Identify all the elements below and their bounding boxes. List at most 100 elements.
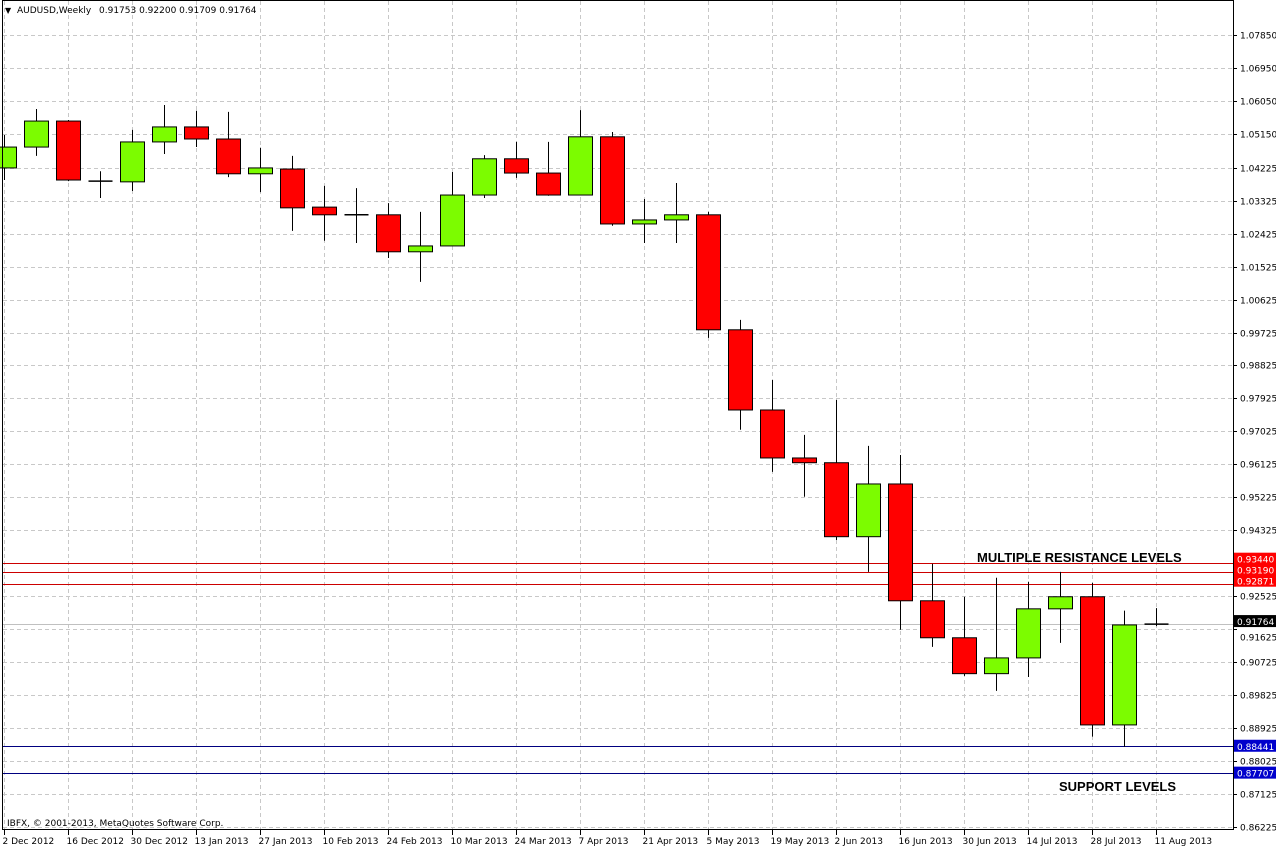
support-annotation: SUPPORT LEVELS <box>1059 779 1176 794</box>
copyright: IBFX, © 2001-2013, MetaQuotes Software C… <box>7 819 223 829</box>
x-tick-label: 10 Feb 2013 <box>323 837 379 847</box>
candle <box>824 399 849 540</box>
candle <box>1048 571 1073 643</box>
candle <box>152 104 177 155</box>
candle <box>536 141 561 196</box>
candle-body <box>920 600 945 639</box>
y-tick-label: 0.97925 <box>1240 395 1276 405</box>
x-tick-label: 7 Apr 2013 <box>579 837 629 847</box>
y-tick-label: 1.07850 <box>1240 32 1276 42</box>
candle-body <box>184 126 209 140</box>
y-tick-label: 0.89825 <box>1240 692 1276 702</box>
candle <box>440 171 465 247</box>
candle <box>184 110 209 148</box>
x-tick-label: 30 Jun 2013 <box>963 837 1017 847</box>
resistance-label-bg <box>1234 552 1276 565</box>
candle-body <box>664 214 689 221</box>
candle <box>408 211 433 282</box>
x-tick-label: 21 Apr 2013 <box>643 837 699 847</box>
chart-header-ohlc: 0.91753 0.92200 0.91709 0.91764 <box>99 6 257 16</box>
candle-body <box>0 146 17 169</box>
candle-body <box>792 457 817 464</box>
candle <box>568 110 593 196</box>
y-tick-label: 0.98825 <box>1240 362 1276 372</box>
candle <box>1080 582 1105 737</box>
y-tick-label: 1.02425 <box>1240 231 1276 241</box>
candle <box>696 211 721 338</box>
candle <box>248 147 273 193</box>
candle <box>88 171 113 198</box>
candles <box>0 104 1169 747</box>
x-tick-label: 16 Jun 2013 <box>899 837 953 847</box>
y-tick-label: 0.86225 <box>1240 824 1276 834</box>
y-tick-label: 0.91625 <box>1240 634 1276 644</box>
y-tick-label: 1.06050 <box>1240 98 1276 108</box>
candle-body <box>728 329 753 411</box>
x-tick-label: 19 May 2013 <box>771 837 830 847</box>
resistance-label: 0.93440 <box>1237 556 1274 566</box>
y-tick-label: 1.06950 <box>1240 65 1276 75</box>
candle-body <box>408 245 433 253</box>
candle <box>56 119 81 182</box>
candle-body <box>1048 596 1073 610</box>
candle <box>664 182 689 244</box>
candle-body <box>216 138 241 175</box>
candle-body <box>1016 608 1041 659</box>
x-tick-label: 27 Jan 2013 <box>259 837 313 847</box>
candle-body <box>152 126 177 143</box>
candle-body <box>376 214 401 253</box>
candle-body <box>472 158 497 196</box>
candle-body <box>280 168 305 209</box>
candle-body <box>120 141 145 183</box>
x-tick-label: 30 Dec 2012 <box>131 837 189 847</box>
support-label: 0.87707 <box>1237 770 1274 780</box>
candle-body <box>1112 624 1137 726</box>
resistance-annotation: MULTIPLE RESISTANCE LEVELS <box>977 550 1182 565</box>
y-tick-label: 0.94325 <box>1240 527 1276 537</box>
candle-body <box>824 462 849 538</box>
candle <box>1112 610 1137 747</box>
candle-body <box>856 483 881 538</box>
current-price-label: 0.91764 <box>1237 618 1274 628</box>
y-tick-label: 0.92525 <box>1240 593 1276 603</box>
chart-arrow-icon[interactable]: ▼ <box>5 6 12 15</box>
y-tick-label: 0.88025 <box>1240 758 1276 768</box>
y-tick-label: 0.95225 <box>1240 494 1276 504</box>
x-tick-label: 2 Dec 2012 <box>3 837 55 847</box>
candle <box>312 185 337 241</box>
x-tick-label: 16 Dec 2012 <box>67 837 125 847</box>
candle <box>952 596 977 676</box>
x-tick-label: 28 Jul 2013 <box>1091 837 1142 847</box>
y-tick-label: 0.97025 <box>1240 428 1276 438</box>
candle-body <box>984 657 1009 675</box>
candle <box>728 319 753 430</box>
candle <box>1144 608 1169 627</box>
support-label: 0.88441 <box>1237 743 1274 753</box>
y-tick-label: 1.04225 <box>1240 165 1276 175</box>
x-tick-label: 24 Feb 2013 <box>387 837 443 847</box>
candle <box>984 577 1009 691</box>
candle <box>0 134 17 181</box>
x-tick-label: 10 Mar 2013 <box>451 837 508 847</box>
candle-body <box>632 219 657 225</box>
candle <box>280 155 305 231</box>
y-tick-label: 0.88925 <box>1240 725 1276 735</box>
candle <box>504 141 529 178</box>
plot-frame <box>2 0 1234 830</box>
x-tick-label: 14 Jul 2013 <box>1027 837 1078 847</box>
resistance-label: 0.92871 <box>1237 578 1274 588</box>
current-price-label-bg <box>1234 615 1276 628</box>
candle-body <box>952 637 977 675</box>
x-tick-label: 13 Jan 2013 <box>195 837 249 847</box>
candle-body <box>312 206 337 216</box>
candle <box>920 563 945 647</box>
candle-body <box>888 483 913 602</box>
candle-body <box>24 120 49 148</box>
x-tick-label: 2 Jun 2013 <box>835 837 883 847</box>
candle <box>632 199 657 244</box>
candle <box>600 132 625 226</box>
y-tick-label: 0.96125 <box>1240 461 1276 471</box>
y-tick-label: 0.90725 <box>1240 659 1276 669</box>
resistance-label: 0.93190 <box>1237 567 1274 577</box>
